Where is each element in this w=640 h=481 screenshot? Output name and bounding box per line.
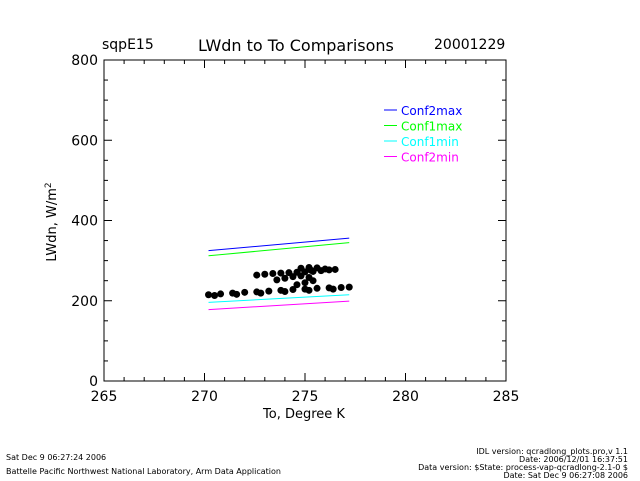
series-lines <box>208 237 350 311</box>
footer-data-date: Date: Sat Dec 9 06:27:08 2006 <box>503 471 628 480</box>
observation-point <box>253 271 261 279</box>
observation-point <box>233 290 241 298</box>
x-tick-label: 280 <box>392 389 419 405</box>
observation-point <box>305 286 313 294</box>
observation-point <box>281 274 289 282</box>
date-label: 20001229 <box>434 37 506 53</box>
observation-point <box>257 289 265 297</box>
observation-point <box>337 284 345 292</box>
series-line-conf1min <box>208 294 350 303</box>
observation-point <box>293 281 301 289</box>
observation-point <box>313 284 321 292</box>
y-tick-label: 200 <box>71 294 98 310</box>
footer-idl-date: Date: 2006/12/01 16:37:51 <box>519 455 628 464</box>
site-label: sqpE15 <box>102 37 154 53</box>
legend-label-conf1min: Conf1min <box>401 135 459 149</box>
observation-point <box>289 273 297 281</box>
observation-point <box>289 286 297 294</box>
observation-point <box>307 266 315 274</box>
observation-point <box>241 288 249 296</box>
observation-point <box>309 277 317 285</box>
x-tick-label: 285 <box>493 389 520 405</box>
x-tick-label: 275 <box>292 389 319 405</box>
x-tick-label: 270 <box>191 389 218 405</box>
series-line-conf1max <box>208 242 350 257</box>
observation-point <box>345 283 353 291</box>
legend-label-conf2max: Conf2max <box>401 104 462 118</box>
y-axis-label-text: LWdn, W/m <box>45 188 60 262</box>
observation-point <box>301 279 309 287</box>
observation-point <box>269 269 277 277</box>
footer-timestamp: Sat Dec 9 06:27:24 2006 <box>6 453 107 462</box>
observation-point <box>205 291 213 299</box>
footer-idl-version: IDL version: qcradlong_plots.pro,v 1.1 <box>476 447 628 456</box>
legend-label-conf1max: Conf1max <box>401 120 462 134</box>
footer-credit: Battelle Pacific Northwest National Labo… <box>6 467 281 476</box>
observation-point <box>321 265 329 273</box>
x-axis-label: To, Degree K <box>262 407 345 422</box>
observation-point <box>297 272 305 280</box>
y-tick-label: 0 <box>89 374 98 390</box>
axis-labels: To, Degree K LWdn, W/m2 <box>44 182 345 422</box>
series-line-conf2max <box>208 237 350 252</box>
y-tick-label: 600 <box>71 133 98 149</box>
observation-point <box>281 288 289 296</box>
legend-label-conf2min: Conf2min <box>401 151 459 165</box>
observation-point <box>265 287 273 295</box>
observation-point <box>297 264 305 272</box>
observation-point <box>261 270 269 278</box>
chart-title: LWdn to To Comparisons <box>198 36 394 55</box>
y-tick-label: 800 <box>71 53 98 69</box>
axis-ticks: 265 270 275 280 285 0 200 400 600 800 <box>71 53 519 405</box>
observation-point <box>331 265 339 273</box>
y-axis-label: LWdn, W/m2 <box>44 182 60 261</box>
x-tick-label: 265 <box>91 389 118 405</box>
observation-point <box>313 264 321 272</box>
footer-data-version: Data version: $State: process-vap-qcradl… <box>418 463 628 472</box>
observation-point <box>329 285 337 293</box>
y-tick-label: 400 <box>71 214 98 230</box>
observations <box>205 263 353 300</box>
series-line-conf2min <box>208 300 350 311</box>
observation-point <box>277 269 285 277</box>
y-axis-label-sup: 2 <box>44 182 54 188</box>
observation-point <box>217 290 225 298</box>
observation-point <box>211 292 219 300</box>
observation-point <box>273 276 281 284</box>
